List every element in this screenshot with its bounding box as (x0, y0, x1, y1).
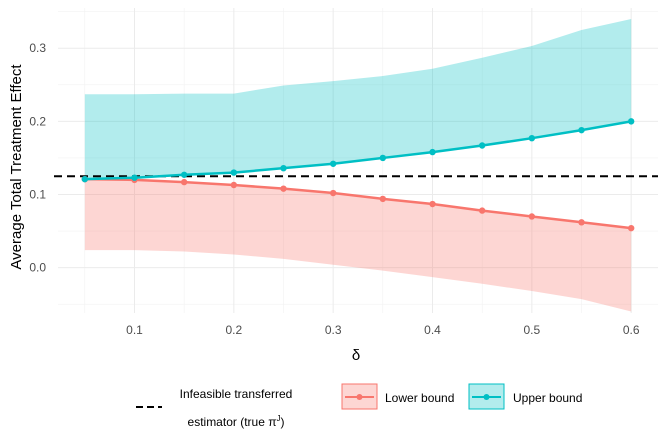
y-tick-label: 0.2 (29, 114, 46, 128)
data-point-upper-bound (478, 142, 486, 149)
data-point-lower-bound (329, 189, 337, 197)
legend-label-lower-bound: Lower bound (385, 391, 454, 405)
data-point-upper-bound (81, 175, 89, 183)
data-point-upper-bound (627, 118, 635, 125)
data-point-upper-bound (528, 134, 536, 142)
data-point-upper-bound (578, 126, 585, 134)
x-tick-label: 0.1 (126, 323, 143, 337)
data-point-lower-bound (578, 219, 585, 226)
series-line-upper-bound (84, 120, 632, 181)
data-point-lower-bound (528, 213, 536, 220)
y-tick-label: 0.0 (29, 261, 46, 275)
y-axis-title: Average Total Treatment Effect (8, 64, 25, 270)
x-tick-label: 0.2 (225, 323, 242, 337)
x-tick-label: 0.3 (325, 323, 342, 337)
legend-key-lower-bound-point (356, 394, 363, 400)
data-point-lower-bound (180, 178, 188, 186)
tick-layer: 0.1 0.2 0.3 0.4 0.5 0.6 0.0 0.1 0.2 0.3 (29, 41, 640, 337)
data-point-upper-bound (429, 148, 436, 156)
legend-label-upper-bound: Upper bound (513, 391, 582, 405)
x-tick-label: 0.4 (424, 323, 441, 337)
data-point-lower-bound (627, 224, 635, 232)
series-line-lower-bound (84, 177, 632, 230)
legend-label-reference-line1: Infeasible transferred (180, 387, 293, 401)
data-point-lower-bound (230, 181, 238, 189)
x-tick-label: 0.5 (523, 323, 540, 337)
legend-key-upper-bound-point (483, 394, 490, 400)
y-tick-label: 0.1 (29, 188, 46, 202)
legend-item-lower-bound: Lower bound (341, 383, 454, 410)
line-layer (84, 120, 632, 230)
data-point-upper-bound (379, 154, 387, 162)
data-point-lower-bound (429, 200, 436, 208)
data-point-lower-bound (280, 185, 287, 192)
point-layer (81, 118, 635, 232)
data-point-upper-bound (329, 160, 337, 167)
legend-label-reference-line2: estimator (true πJ) (188, 414, 285, 429)
data-point-upper-bound (230, 169, 238, 176)
data-point-upper-bound (180, 171, 188, 178)
x-tick-label: 0.6 (623, 323, 640, 337)
data-point-upper-bound (131, 174, 138, 181)
data-point-lower-bound (478, 207, 486, 214)
legend: Infeasible transferred estimator (true π… (136, 383, 582, 429)
data-point-upper-bound (280, 164, 287, 172)
legend-item-upper-bound: Upper bound (468, 383, 582, 410)
grid-layer (58, 8, 658, 313)
x-axis-title: δ (352, 347, 360, 364)
legend-item-reference: Infeasible transferred estimator (true π… (136, 387, 292, 429)
band-upper-bound (84, 18, 632, 180)
y-tick-label: 0.3 (29, 41, 46, 55)
data-point-lower-bound (379, 195, 387, 203)
